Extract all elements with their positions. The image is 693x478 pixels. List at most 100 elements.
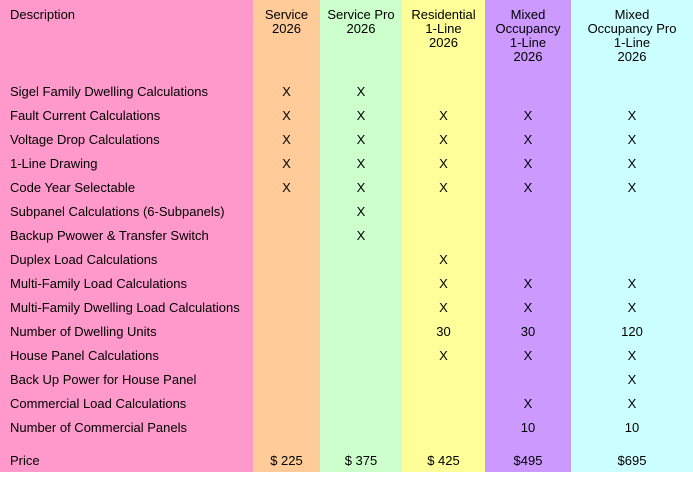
table-row: Sigel Family Dwelling Calculations X X: [0, 79, 693, 103]
cell-value: X: [485, 103, 571, 127]
row-label: Multi-Family Dwelling Load Calculations: [0, 295, 253, 319]
cell-value: [253, 343, 320, 367]
row-label: Sigel Family Dwelling Calculations: [0, 79, 253, 103]
cell-value: [253, 271, 320, 295]
cell-value: X: [402, 175, 485, 199]
table-price-row: Price $ 225 $ 375 $ 425 $495 $695: [0, 448, 693, 472]
row-label: Voltage Drop Calculations: [0, 127, 253, 151]
cell-value: 10: [485, 415, 571, 439]
cell-value: X: [485, 151, 571, 175]
cell-value: X: [571, 175, 693, 199]
spacer-cell: [320, 439, 402, 448]
cell-value: [485, 247, 571, 271]
column-header-mixed-occupancy-pro-1-line-2026: Mixed Occupancy Pro 1-Line 2026: [571, 0, 693, 79]
cell-value: [253, 295, 320, 319]
cell-value: [320, 367, 402, 391]
cell-value: [253, 391, 320, 415]
spacer-cell: [0, 439, 253, 448]
cell-value: X: [320, 79, 402, 103]
spacer-cell: [402, 439, 485, 448]
cell-value: [253, 319, 320, 343]
cell-value: X: [571, 367, 693, 391]
cell-value: X: [402, 103, 485, 127]
cell-value: [253, 247, 320, 271]
table-row: House Panel Calculations X X X: [0, 343, 693, 367]
cell-value: 30: [485, 319, 571, 343]
cell-value: [402, 367, 485, 391]
cell-value: 10: [571, 415, 693, 439]
row-label: Fault Current Calculations: [0, 103, 253, 127]
table-row: Commercial Load Calculations X X: [0, 391, 693, 415]
cell-value: X: [571, 271, 693, 295]
row-label: Code Year Selectable: [0, 175, 253, 199]
price-value: $495: [485, 448, 571, 472]
cell-value: [320, 391, 402, 415]
cell-value: [253, 199, 320, 223]
cell-value: X: [253, 127, 320, 151]
cell-value: X: [571, 103, 693, 127]
price-value: $ 425: [402, 448, 485, 472]
table-row: Back Up Power for House Panel X: [0, 367, 693, 391]
table-row: 1-Line Drawing X X X X X: [0, 151, 693, 175]
cell-value: X: [402, 127, 485, 151]
cell-value: X: [402, 271, 485, 295]
spacer-cell: [253, 439, 320, 448]
cell-value: X: [402, 247, 485, 271]
row-label: Duplex Load Calculations: [0, 247, 253, 271]
price-value: $ 225: [253, 448, 320, 472]
cell-value: X: [402, 343, 485, 367]
cell-value: [402, 415, 485, 439]
column-header-description: Description: [0, 0, 253, 79]
cell-value: [320, 415, 402, 439]
cell-value: [571, 199, 693, 223]
cell-value: [402, 199, 485, 223]
cell-value: X: [253, 175, 320, 199]
price-row-label: Price: [0, 448, 253, 472]
cell-value: 120: [571, 319, 693, 343]
cell-value: [253, 223, 320, 247]
cell-value: X: [402, 151, 485, 175]
table-row: Backup Pwower & Transfer Switch X: [0, 223, 693, 247]
spacer-cell: [571, 439, 693, 448]
table-row: Number of Dwelling Units 30 30 120: [0, 319, 693, 343]
cell-value: [571, 223, 693, 247]
cell-value: X: [320, 151, 402, 175]
cell-value: [320, 343, 402, 367]
table-row: Number of Commercial Panels 10 10: [0, 415, 693, 439]
column-header-service-2026: Service 2026: [253, 0, 320, 79]
cell-value: [485, 223, 571, 247]
spacer-cell: [485, 439, 571, 448]
cell-value: X: [571, 391, 693, 415]
column-header-mixed-occupancy-1-line-2026: Mixed Occupancy 1-Line 2026: [485, 0, 571, 79]
row-label: Back Up Power for House Panel: [0, 367, 253, 391]
column-header-residential-1-line-2026: Residential 1-Line 2026: [402, 0, 485, 79]
cell-value: [485, 367, 571, 391]
row-label: House Panel Calculations: [0, 343, 253, 367]
price-value: $695: [571, 448, 693, 472]
cell-value: [571, 79, 693, 103]
cell-value: X: [485, 127, 571, 151]
cell-value: X: [485, 175, 571, 199]
cell-value: [402, 79, 485, 103]
cell-value: [253, 367, 320, 391]
cell-value: [485, 79, 571, 103]
row-label: Subpanel Calculations (6-Subpanels): [0, 199, 253, 223]
cell-value: X: [571, 151, 693, 175]
cell-value: [320, 319, 402, 343]
cell-value: X: [253, 103, 320, 127]
table-header-row: Description Service 2026 Service Pro 2026 R…: [0, 0, 693, 79]
cell-value: X: [571, 343, 693, 367]
cell-value: X: [571, 127, 693, 151]
cell-value: X: [402, 295, 485, 319]
cell-value: X: [320, 199, 402, 223]
table-spacer-row: [0, 439, 693, 448]
price-value: $ 375: [320, 448, 402, 472]
cell-value: X: [485, 391, 571, 415]
cell-value: X: [253, 151, 320, 175]
table-row: Fault Current Calculations X X X X X: [0, 103, 693, 127]
cell-value: X: [485, 271, 571, 295]
cell-value: X: [571, 295, 693, 319]
row-label: 1-Line Drawing: [0, 151, 253, 175]
row-label: Multi-Family Load Calculations: [0, 271, 253, 295]
